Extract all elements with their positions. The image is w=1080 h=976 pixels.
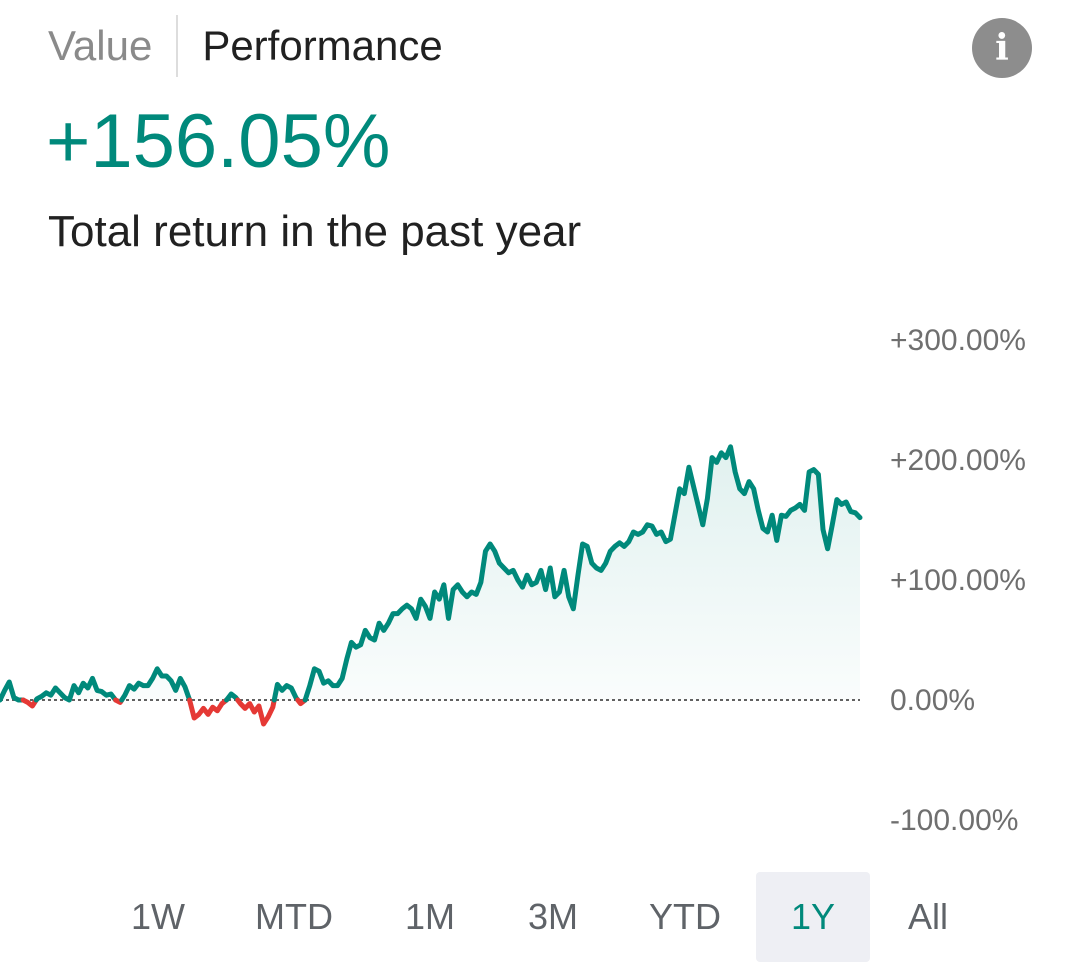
performance-line-positive bbox=[119, 666, 193, 703]
tab-performance[interactable]: Performance bbox=[202, 22, 443, 69]
range-button-ytd[interactable]: YTD bbox=[649, 896, 721, 937]
y-tick-label: +300.00% bbox=[890, 324, 1026, 357]
range-button-1m[interactable]: 1M bbox=[404, 896, 455, 937]
y-tick-label: -100.00% bbox=[890, 804, 1018, 837]
range-button-1y[interactable]: 1Y bbox=[756, 872, 870, 962]
range-button-3m[interactable]: 3M bbox=[527, 896, 578, 937]
performance-line-positive bbox=[33, 675, 119, 703]
performance-line-negative bbox=[187, 697, 230, 721]
total-return-value: +156.05% bbox=[46, 99, 391, 184]
range-selector: 1W MTD 1M 3M YTD 1Y All bbox=[90, 872, 980, 964]
tab-bar: Value Performance bbox=[48, 14, 443, 78]
chart-area-fill bbox=[0, 446, 860, 700]
info-icon[interactable]: i bbox=[972, 18, 1032, 78]
y-tick-label: +100.00% bbox=[890, 564, 1026, 597]
performance-line-negative bbox=[235, 697, 277, 727]
tab-divider bbox=[176, 15, 179, 77]
performance-line-positive bbox=[302, 444, 863, 703]
performance-line-negative bbox=[20, 697, 39, 709]
y-tick-label: +200.00% bbox=[890, 444, 1026, 477]
range-button-mtd[interactable]: MTD bbox=[255, 896, 333, 937]
chart-lines bbox=[0, 444, 863, 727]
performance-line-positive bbox=[0, 679, 26, 703]
tab-value[interactable]: Value bbox=[48, 22, 153, 69]
performance-chart[interactable]: +300.00% +200.00% +100.00% 0.00% -100.00% bbox=[0, 300, 1080, 860]
total-return-caption: Total return in the past year bbox=[48, 207, 582, 256]
range-button-all[interactable]: All bbox=[907, 896, 948, 937]
range-button-1w[interactable]: 1W bbox=[131, 896, 185, 937]
y-axis-labels: +300.00% +200.00% +100.00% 0.00% -100.00% bbox=[890, 324, 1026, 837]
performance-line-positive bbox=[271, 681, 301, 703]
y-tick-label: 0.00% bbox=[890, 684, 975, 717]
